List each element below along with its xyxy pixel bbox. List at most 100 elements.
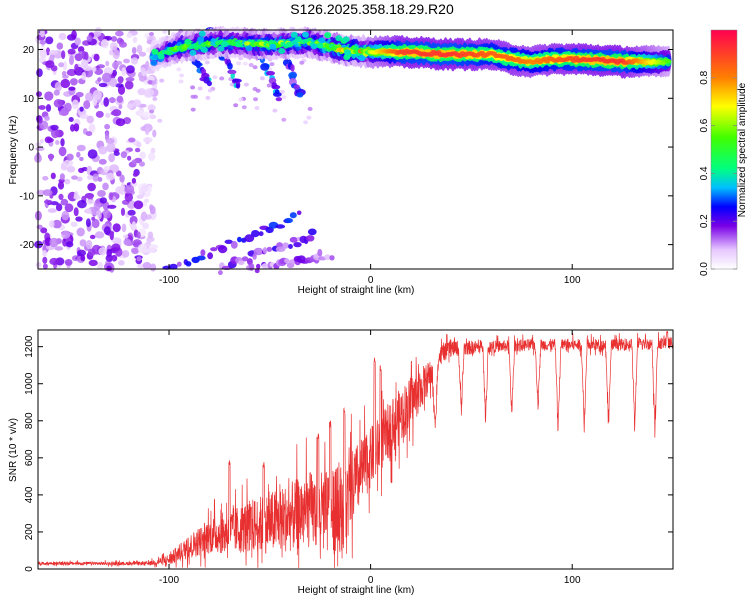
- spectrogram-noise-blob: [70, 78, 78, 86]
- colorbar-label: Normalized spectral amplitude: [737, 82, 748, 217]
- spectrogram-noise-blob: [54, 246, 64, 251]
- spectrogram-streak-blob: [260, 63, 270, 71]
- spectrogram-noise-blob: [102, 201, 110, 211]
- spectrogram-noise-blob: [126, 103, 134, 109]
- spectrogram-noise-blob: [115, 30, 124, 37]
- spectrogram-noise-blob: [65, 241, 74, 248]
- spectrogram-noise-blob: [157, 118, 163, 123]
- spectrogram-noise-blob: [60, 78, 71, 89]
- spectrogram-noise-blob: [236, 61, 242, 66]
- spectrogram-band-knot: [198, 30, 206, 37]
- spectrogram-noise-blob: [58, 146, 67, 157]
- spectrogram-noise-blob: [136, 256, 142, 262]
- colorbar: 0.0 0.2 0.4 0.6 0.8 Normalized spectral ampl…: [699, 29, 748, 276]
- spectrogram-noise-blob: [205, 95, 211, 100]
- spectrogram-streak-blob: [218, 270, 223, 276]
- spectrogram-band-knot: [342, 36, 350, 43]
- spectrogram-noise-blob: [64, 102, 72, 113]
- spectrogram-y-tick-label: -20: [20, 240, 35, 251]
- spectrogram-noise-blob: [137, 243, 148, 254]
- spectrogram-noise-blob: [81, 71, 87, 81]
- spectrogram-streak-blob: [228, 69, 237, 75]
- spectrogram-noise-blob: [61, 210, 70, 221]
- spectrogram-noise-blob: [89, 234, 96, 240]
- spectrogram-band-knot: [335, 35, 343, 42]
- spectrogram-noise-blob: [101, 209, 112, 219]
- spectrogram-noise-blob: [115, 118, 126, 127]
- spectrogram-noise-blob: [53, 89, 60, 96]
- spectrogram-noise-blob: [68, 117, 74, 122]
- spectrogram-noise-blob: [259, 76, 265, 81]
- spectrogram-noise-blob: [131, 47, 137, 55]
- spectrogram-streak-blob: [261, 263, 269, 269]
- spectrogram-streak-blob: [185, 261, 192, 267]
- spectrogram-noise-blob: [64, 259, 73, 266]
- spectrogram-noise-blob: [238, 97, 244, 102]
- colorbar-tick-label: 0.4: [699, 166, 710, 180]
- snr-frame: [37, 329, 674, 570]
- spectrogram-band-knot: [285, 41, 293, 48]
- snr-y-tick-label: 600: [24, 449, 35, 466]
- spectrogram-noise-blob: [75, 91, 84, 98]
- spectrogram-noise-blob: [107, 204, 117, 209]
- spectrogram-noise-blob: [98, 82, 108, 88]
- spectrogram-noise-blob: [45, 47, 51, 56]
- spectrogram-noise-blob: [279, 89, 285, 94]
- snr-x-ticks: -100 0 100: [159, 330, 581, 586]
- colorbar-tick-label: 0.8: [699, 70, 710, 84]
- spectrogram-y-axis-label: Frequency (Hz): [8, 116, 19, 185]
- spectrogram-x-ticks: -100 0 100: [159, 30, 581, 286]
- spectrogram-noise-blob: [44, 115, 50, 121]
- spectrogram-noise-blob: [36, 91, 42, 97]
- spectrogram-noise-blob: [131, 177, 137, 184]
- spectrogram-noise-blob: [42, 176, 49, 181]
- snr-y-tick-label: 800: [24, 412, 35, 429]
- spectrogram-streak-blob: [266, 246, 273, 252]
- spectrogram-noise-blob: [92, 97, 98, 106]
- spectrogram-band-knot: [318, 37, 326, 44]
- spectrogram-streak-blob: [290, 64, 295, 72]
- spectrogram-noise-blob: [76, 176, 83, 182]
- spectrogram-noise-blob: [97, 190, 106, 197]
- spectrogram-noise-blob: [70, 221, 78, 227]
- spectrogram-noise-blob: [67, 48, 76, 55]
- spectrogram-noise-blob: [38, 105, 46, 110]
- spectrogram-noise-blob: [248, 63, 254, 67]
- spectrogram-noise-blob: [133, 200, 144, 210]
- spectrogram-noise-blob: [48, 153, 54, 162]
- spectrogram-noise-blob: [120, 207, 126, 216]
- spectrogram-noise-blob: [109, 77, 118, 87]
- spectrogram-noise-blob: [61, 230, 71, 239]
- spectrogram-noise-blob: [93, 53, 100, 62]
- spectrogram-noise-blob: [85, 208, 92, 214]
- spectrogram-noise-blob: [61, 50, 66, 60]
- spectrogram-noise-blob: [54, 81, 62, 92]
- snr-x-tick-label: 0: [368, 575, 374, 586]
- spectrogram-noise-blob: [43, 199, 53, 204]
- spectrogram-noise-blob: [55, 140, 60, 145]
- spectrogram-streak-blob: [251, 230, 260, 238]
- spectrogram-noise-blob: [197, 86, 203, 91]
- spectrogram-noise-blob: [71, 30, 77, 40]
- spectrogram-noise-blob: [132, 172, 138, 177]
- spectrogram-noise-blob: [39, 28, 45, 38]
- spectrogram-noise-blob: [76, 151, 81, 158]
- spectrogram-noise-blob: [85, 131, 93, 137]
- spectrogram-band-knot: [235, 41, 242, 48]
- snr-y-tick-label: 200: [24, 523, 35, 540]
- spectrogram-noise-blob: [109, 49, 114, 56]
- spectrogram-noise-blob: [53, 99, 64, 108]
- spectrogram-noise-blob: [204, 60, 210, 65]
- spectrogram-noise-blob: [124, 80, 134, 90]
- spectrogram-noise-blob: [104, 123, 110, 130]
- spectrogram-noise-blob: [111, 243, 121, 252]
- spectrogram-band-knot: [343, 49, 351, 56]
- spectrogram-band-knot: [294, 36, 302, 43]
- spectrogram-noise-blob: [66, 165, 76, 173]
- snr-y-tick-label: 1200: [24, 335, 35, 358]
- spectrogram-noise-blob: [76, 144, 86, 152]
- spectrogram-noise-blob: [108, 97, 116, 103]
- spectrogram-streak-blob: [252, 253, 257, 260]
- spectrogram-noise-blob: [97, 177, 103, 182]
